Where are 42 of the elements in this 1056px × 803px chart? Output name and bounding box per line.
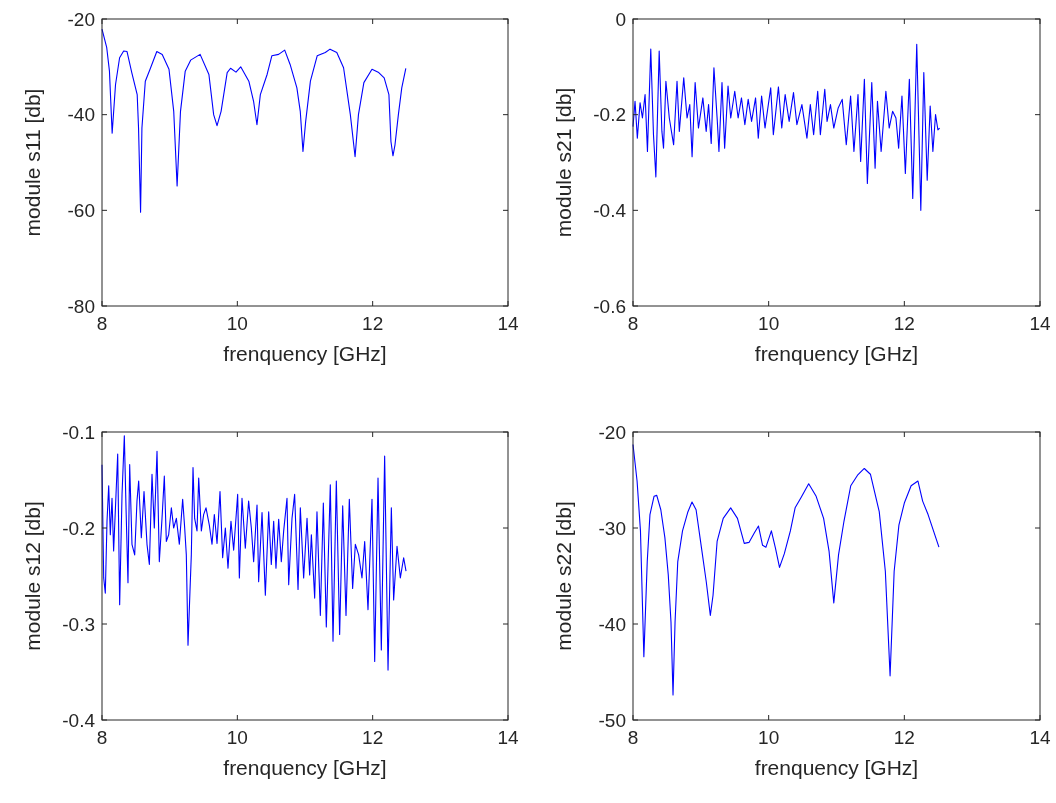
x-tick-label: 10 — [226, 727, 248, 748]
x-tick-label: 10 — [226, 313, 248, 334]
y-tick-label: -40 — [67, 104, 95, 126]
x-tick-label: 14 — [1029, 727, 1051, 748]
x-tick-label: 12 — [893, 313, 915, 334]
y-tick-label: -0.4 — [593, 199, 627, 221]
y-tick-label: -0.6 — [593, 295, 626, 317]
x-axis-title: frenquency [GHz] — [754, 342, 919, 365]
x-tick-label: 8 — [627, 313, 639, 334]
x-axis-title: frenquency [GHz] — [754, 756, 919, 779]
y-tick-label: -60 — [67, 199, 95, 221]
y-axis-title: module s12 [db] — [21, 501, 44, 651]
x-tick-label: 8 — [96, 313, 108, 334]
y-axis-title: module s11 [db] — [21, 88, 44, 237]
y-tick-label: -30 — [598, 517, 626, 539]
y-tick-label: -80 — [67, 295, 95, 317]
y-tick-label: 0 — [615, 8, 626, 30]
line-series — [101, 435, 407, 671]
x-tick-label: 8 — [96, 727, 108, 748]
x-tick-label: 12 — [893, 727, 915, 748]
y-tick-label: -0.3 — [62, 613, 95, 635]
x-tick-label: 10 — [758, 727, 780, 748]
x-tick-label: 10 — [758, 313, 780, 334]
x-axis-title: frenquency [GHz] — [223, 756, 387, 779]
x-tick-label: 8 — [627, 727, 639, 748]
y-tick-label: -50 — [598, 709, 626, 731]
y-tick-label: -0.4 — [62, 709, 96, 731]
y-axis-title: module s21 [db] — [552, 87, 575, 238]
y-tick-label: -0.2 — [593, 104, 626, 126]
x-tick-label: 12 — [362, 727, 384, 748]
y-tick-label: -0.1 — [62, 421, 95, 443]
y-tick-label: -0.2 — [62, 517, 95, 539]
x-axis-title: frenquency [GHz] — [223, 342, 387, 365]
x-tick-label: 14 — [497, 727, 519, 748]
x-tick-label: 14 — [1029, 313, 1051, 334]
y-tick-label: -40 — [598, 613, 626, 635]
y-tick-label: -20 — [67, 8, 95, 30]
y-tick-label: -20 — [598, 421, 626, 443]
line-series — [632, 43, 941, 211]
y-axis-title: module s22 [db] — [552, 501, 575, 651]
x-tick-label: 12 — [362, 313, 384, 334]
x-tick-label: 14 — [497, 313, 519, 334]
